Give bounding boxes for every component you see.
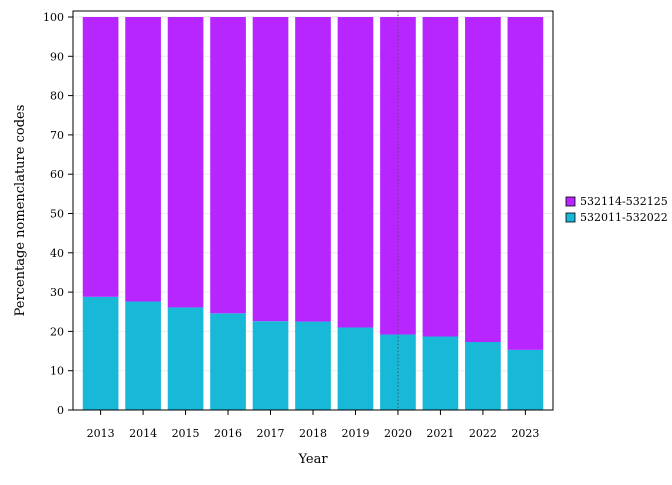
bar-segment — [252, 17, 289, 322]
bar-segment — [210, 17, 246, 314]
bar-segment — [125, 301, 161, 410]
bar-segment — [507, 17, 544, 350]
legend-label-cyan: 532011-532022 — [580, 211, 668, 224]
y-tick-label: 90 — [50, 50, 64, 63]
bar-segment — [337, 17, 374, 328]
y-tick-label: 100 — [43, 11, 64, 24]
bar-segment — [337, 327, 374, 410]
bar-segment — [465, 342, 501, 410]
y-tick-label: 10 — [50, 365, 64, 378]
legend-swatch-purple — [565, 196, 576, 207]
legend-label-purple: 532114-532125 — [580, 195, 668, 208]
x-tick-label: 2018 — [299, 427, 327, 440]
bar-segment — [295, 17, 331, 322]
bar-segment — [82, 296, 119, 410]
bar-segment — [252, 321, 289, 410]
x-tick-label: 2020 — [384, 427, 412, 440]
bar-segment — [422, 336, 459, 410]
legend: 532114-532125 532011-532022 — [565, 195, 668, 224]
x-tick-label: 2021 — [426, 427, 454, 440]
y-tick-label: 80 — [50, 90, 64, 103]
y-tick-label: 40 — [50, 247, 64, 260]
y-tick-label: 60 — [50, 168, 64, 181]
x-tick-label: 2017 — [257, 427, 285, 440]
x-axis-title: Year — [297, 452, 328, 467]
bar-segment — [507, 349, 544, 410]
x-tick-label: 2015 — [172, 427, 200, 440]
legend-swatch-cyan — [565, 212, 576, 223]
bars — [82, 17, 544, 410]
bar-segment — [422, 17, 459, 337]
y-tick-label: 0 — [57, 404, 64, 417]
bar-segment — [465, 17, 501, 343]
x-tick-label: 2013 — [87, 427, 115, 440]
y-axis: 0 10 20 30 40 50 60 70 80 90 100 — [43, 11, 73, 417]
x-tick-label: 2014 — [129, 427, 157, 440]
bar-segment — [125, 17, 161, 302]
x-tick-label: 2016 — [214, 427, 242, 440]
bar-segment — [210, 313, 246, 410]
x-tick-label: 2023 — [511, 427, 539, 440]
x-tick-label: 2019 — [341, 427, 369, 440]
bar-segment — [167, 307, 204, 410]
y-tick-label: 50 — [50, 208, 64, 221]
bar-segment — [82, 17, 119, 297]
bar-segment — [167, 17, 204, 308]
bar-segment — [295, 321, 331, 410]
x-axis: 2013 2014 2015 2016 2017 2018 2019 2020 2021 2022… — [87, 410, 539, 440]
x-tick-label: 2022 — [469, 427, 497, 440]
y-tick-label: 30 — [50, 286, 64, 299]
y-tick-label: 70 — [50, 129, 64, 142]
y-axis-title: Percentage nomenclature codes — [13, 105, 28, 317]
y-tick-label: 20 — [50, 325, 64, 338]
